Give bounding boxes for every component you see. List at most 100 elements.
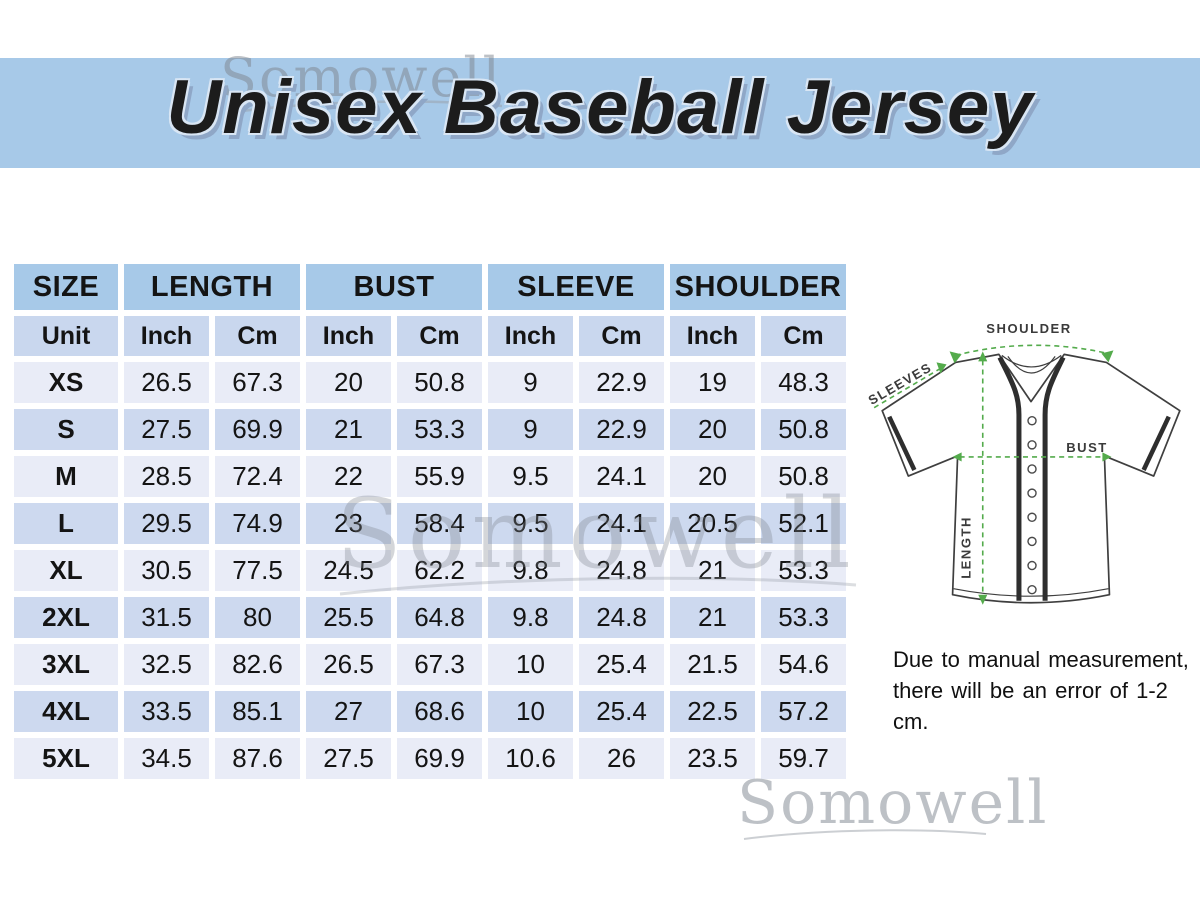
watermark-swoosh-bottom (743, 829, 987, 840)
header-length: LENGTH (124, 264, 300, 310)
value-cell: 9 (488, 409, 573, 450)
value-cell: 24.1 (579, 456, 664, 497)
value-cell: 82.6 (215, 644, 300, 685)
value-cell: 77.5 (215, 550, 300, 591)
table-row-3xl: 3XL 32.5 82.6 26.5 67.3 10 25.4 21.5 54.… (14, 644, 846, 685)
value-cell: 22 (306, 456, 391, 497)
size-cell: 2XL (14, 597, 118, 638)
value-cell: 20 (306, 362, 391, 403)
table-row-5xl: 5XL 34.5 87.6 27.5 69.9 10.6 26 23.5 59.… (14, 738, 846, 779)
value-cell: 33.5 (124, 691, 209, 732)
header-sleeve: SLEEVE (488, 264, 664, 310)
value-cell: 10 (488, 691, 573, 732)
unit-cell: Cm (397, 316, 482, 356)
value-cell: 27 (306, 691, 391, 732)
value-cell: 53.3 (761, 550, 846, 591)
value-cell: 9.8 (488, 550, 573, 591)
shoulder-label: SHOULDER (986, 321, 1071, 336)
note-line-1: Due to manual measurement, (893, 647, 1189, 672)
value-cell: 69.9 (215, 409, 300, 450)
page-title: Unisex Baseball Jersey (166, 65, 1034, 150)
size-cell: XL (14, 550, 118, 591)
value-cell: 20 (670, 409, 755, 450)
value-cell: 50.8 (397, 362, 482, 403)
value-cell: 30.5 (124, 550, 209, 591)
unit-cell: Unit (14, 316, 118, 356)
value-cell: 34.5 (124, 738, 209, 779)
sleeves-arrow-line (873, 367, 941, 409)
header-size: SIZE (14, 264, 118, 310)
unit-cell: Cm (215, 316, 300, 356)
value-cell: 57.2 (761, 691, 846, 732)
value-cell: 24.5 (306, 550, 391, 591)
value-cell: 19 (670, 362, 755, 403)
note-line-2: there will be an error of 1-2 cm. (893, 677, 1168, 734)
table-row-xs: XS 26.5 67.3 20 50.8 9 22.9 19 48.3 (14, 362, 846, 403)
unit-cell: Inch (124, 316, 209, 356)
size-cell: 3XL (14, 644, 118, 685)
unit-row: Unit Inch Cm Inch Cm Inch Cm Inch Cm (14, 316, 846, 356)
value-cell: 27.5 (306, 738, 391, 779)
value-cell: 62.2 (397, 550, 482, 591)
value-cell: 21 (306, 409, 391, 450)
value-cell: 31.5 (124, 597, 209, 638)
value-cell: 28.5 (124, 456, 209, 497)
value-cell: 20 (670, 456, 755, 497)
table-row-s: S 27.5 69.9 21 53.3 9 22.9 20 50.8 (14, 409, 846, 450)
size-cell: S (14, 409, 118, 450)
size-cell: M (14, 456, 118, 497)
value-cell: 85.1 (215, 691, 300, 732)
value-cell: 50.8 (761, 456, 846, 497)
value-cell: 26.5 (306, 644, 391, 685)
value-cell: 72.4 (215, 456, 300, 497)
table-row-4xl: 4XL 33.5 85.1 27 68.6 10 25.4 22.5 57.2 (14, 691, 846, 732)
unit-cell: Inch (488, 316, 573, 356)
value-cell: 26.5 (124, 362, 209, 403)
length-label: LENGTH (959, 516, 974, 579)
header-bust: BUST (306, 264, 482, 310)
value-cell: 10 (488, 644, 573, 685)
value-cell: 25.5 (306, 597, 391, 638)
value-cell: 24.8 (579, 550, 664, 591)
value-cell: 21 (670, 550, 755, 591)
value-cell: 22.9 (579, 362, 664, 403)
size-chart-table: SIZE LENGTH BUST SLEEVE SHOULDER Unit In… (8, 258, 852, 785)
value-cell: 21.5 (670, 644, 755, 685)
table-row-l: L 29.5 74.9 23 58.4 9.5 24.1 20.5 52.1 (14, 503, 846, 544)
value-cell: 52.1 (761, 503, 846, 544)
value-cell: 23 (306, 503, 391, 544)
value-cell: 68.6 (397, 691, 482, 732)
value-cell: 9 (488, 362, 573, 403)
unit-cell: Inch (670, 316, 755, 356)
value-cell: 53.3 (397, 409, 482, 450)
unit-cell: Cm (579, 316, 664, 356)
value-cell: 53.3 (761, 597, 846, 638)
arrowheads (936, 350, 1114, 605)
jersey-outline (881, 353, 1181, 604)
value-cell: 26 (579, 738, 664, 779)
size-cell: 5XL (14, 738, 118, 779)
unit-cell: Inch (306, 316, 391, 356)
unit-cell: Cm (761, 316, 846, 356)
value-cell: 23.5 (670, 738, 755, 779)
value-cell: 32.5 (124, 644, 209, 685)
size-cell: L (14, 503, 118, 544)
value-cell: 80 (215, 597, 300, 638)
value-cell: 74.9 (215, 503, 300, 544)
value-cell: 87.6 (215, 738, 300, 779)
value-cell: 22.9 (579, 409, 664, 450)
value-cell: 9.5 (488, 456, 573, 497)
value-cell: 55.9 (397, 456, 482, 497)
value-cell: 48.3 (761, 362, 846, 403)
jersey-buttons (1027, 416, 1037, 595)
value-cell: 9.5 (488, 503, 573, 544)
value-cell: 20.5 (670, 503, 755, 544)
value-cell: 25.4 (579, 644, 664, 685)
value-cell: 54.6 (761, 644, 846, 685)
shoulder-arrow-line (955, 344, 1108, 357)
table-row-m: M 28.5 72.4 22 55.9 9.5 24.1 20 50.8 (14, 456, 846, 497)
header-row: SIZE LENGTH BUST SLEEVE SHOULDER (14, 264, 846, 310)
value-cell: 21 (670, 597, 755, 638)
measurement-note: Due to manual measurement, there will be… (893, 645, 1200, 737)
value-cell: 9.8 (488, 597, 573, 638)
